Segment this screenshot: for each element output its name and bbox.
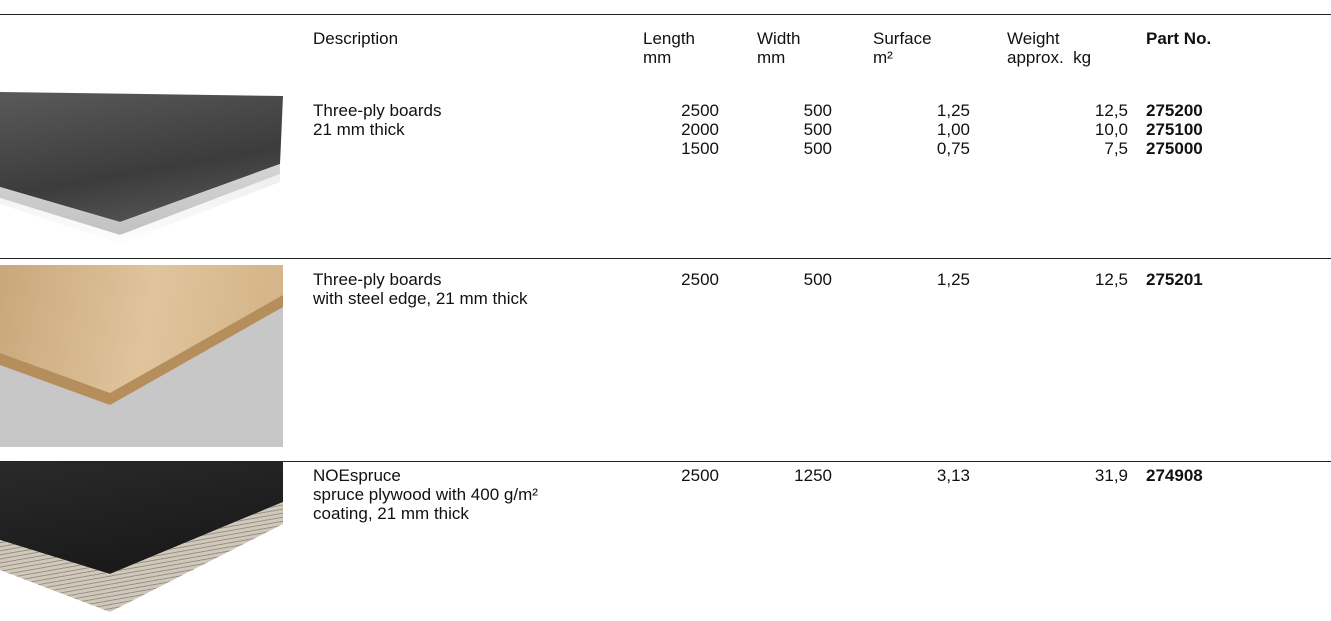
width-cell: 500 [803,139,832,158]
column-header: Weight [1007,29,1060,48]
product-image [0,92,283,252]
length-cell: 2500 [681,466,719,485]
surface-cell: 3,13 [936,466,970,485]
width-cell: 1250 [794,466,832,485]
width-cell: 500 [803,270,832,289]
surface-cell: 0,75 [936,139,970,158]
weight-cell: 12,5 [1094,270,1128,289]
surface-cell: 1,00 [936,120,970,139]
weight-cell: 31,9 [1094,466,1128,485]
weight-cell: 12,5 [1094,101,1128,120]
row-rule [0,258,1331,259]
column-header: mm [643,48,672,67]
part-number: 275201 [1146,270,1203,289]
product-image [0,462,283,621]
column-header: Part No. [1146,29,1212,48]
column-header: m² [873,48,893,67]
length-cell: 2500 [681,101,719,120]
part-number: 275000 [1146,139,1203,158]
description: spruce plywood with 400 g/m² [313,485,538,504]
part-number: 274908 [1146,466,1203,485]
column-header: approx. kg [1007,48,1092,67]
column-header: Length [643,29,695,48]
length-cell: 2000 [681,120,719,139]
description: Three-ply boards [313,101,442,120]
column-header: Width [757,29,801,48]
width-cell: 500 [803,101,832,120]
product-image [0,265,283,447]
description: coating, 21 mm thick [313,504,469,523]
row-rule [0,461,1331,462]
column-header: mm [757,48,786,67]
column-header: Surface [873,29,932,48]
part-number: 275200 [1146,101,1203,120]
surface-cell: 1,25 [936,270,970,289]
description: 21 mm thick [313,120,405,139]
column-header: Description [313,29,399,48]
length-cell: 1500 [681,139,719,158]
part-number: 275100 [1146,120,1203,139]
description: Three-ply boards [313,270,442,289]
description: NOEspruce [313,466,401,485]
weight-cell: 7,5 [1104,139,1128,158]
surface-cell: 1,25 [936,101,970,120]
width-cell: 500 [803,120,832,139]
length-cell: 2500 [681,270,719,289]
top-rule [0,14,1331,15]
description: with steel edge, 21 mm thick [313,289,528,308]
weight-cell: 10,0 [1094,120,1128,139]
